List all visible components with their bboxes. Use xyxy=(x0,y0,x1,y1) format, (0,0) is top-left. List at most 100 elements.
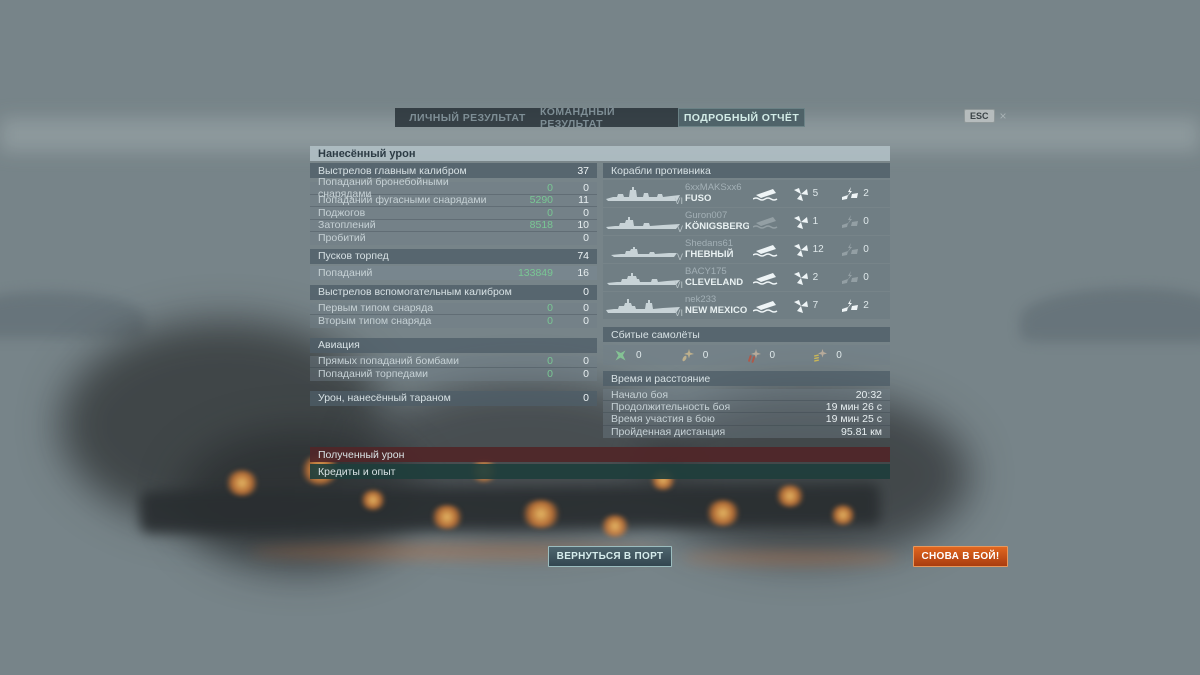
section-total: 74 xyxy=(577,250,589,262)
damage-dealt-header: Нанесённый урон xyxy=(310,146,890,161)
shell-hits-icon xyxy=(793,187,808,201)
ship-silhouette-box: VI xyxy=(605,182,685,206)
ship-names: nek233 NEW MEXICO xyxy=(685,295,749,317)
fire-glow xyxy=(520,500,562,528)
fighter-counter: 0 xyxy=(613,348,680,363)
section-main-battery: Выстрелов главным калибром 37 xyxy=(310,163,597,178)
hits-count: 5 xyxy=(812,188,819,199)
fire-glow xyxy=(830,505,856,525)
torpedo-bomber-icon xyxy=(747,348,761,363)
fires-indicator: 2 xyxy=(841,298,886,313)
stat-count: 0 xyxy=(583,232,589,245)
enemy-player-name: nek233 xyxy=(685,294,717,305)
planes-shot-down-header: Сбитые самолёты xyxy=(603,327,890,342)
tab-detailed-report[interactable]: ПОДРОБНЫЙ ОТЧЁТ xyxy=(678,108,805,127)
credits-xp-label: Кредиты и опыт xyxy=(318,465,396,478)
battleship-silhouette-icon xyxy=(606,298,680,313)
fire-glow xyxy=(705,500,741,526)
result-tabs: ЛИЧНЫЙ РЕЗУЛЬТАТ КОМАНДНЫЙ РЕЗУЛЬТАТ ПОД… xyxy=(395,106,805,130)
hits-indicator: 5 xyxy=(793,186,842,202)
stat-damage: 0 xyxy=(547,302,553,315)
close-icon[interactable]: × xyxy=(999,109,1007,123)
enemy-ships-header: Корабли противника xyxy=(603,163,890,178)
stat-damage: 0 xyxy=(547,181,553,194)
island-right xyxy=(1020,288,1200,342)
ship-silhouette-box: V xyxy=(605,210,685,234)
stat-damage: 5290 xyxy=(529,194,553,207)
section-label: Урон, нанесённый тараном xyxy=(318,392,451,404)
stat-label: Попаданий фугасными снарядами xyxy=(318,194,487,207)
cruiser-silhouette-icon xyxy=(607,272,680,285)
attack-plane-counter: 0 xyxy=(813,348,880,363)
time-label: Начало боя xyxy=(611,388,669,401)
stat-damage: 0 xyxy=(547,368,553,381)
stat-count: 0 xyxy=(583,315,589,328)
torpedo-bomber-counter: 0 xyxy=(747,348,814,363)
hits-count: 1 xyxy=(812,216,819,227)
sunk-indicator xyxy=(753,215,787,229)
enemy-ship-row: V Shedans61 ГНЕВНЫЙ 12 0 xyxy=(603,236,890,263)
fire-glow xyxy=(360,490,386,510)
stat-damage: 0 xyxy=(547,315,553,328)
stat-label: Прямых попаданий бомбами xyxy=(318,355,460,368)
attack-plane-count: 0 xyxy=(836,349,842,361)
fire-glow xyxy=(225,470,259,496)
stat-label: Поджогов xyxy=(318,206,366,219)
stat-count: 0 xyxy=(583,368,589,381)
enemy-ship-name: KÖNIGSBERG xyxy=(685,220,749,232)
ship-silhouette-box: VI xyxy=(605,294,685,318)
time-row: Начало боя 20:32 xyxy=(603,388,890,402)
ship-names: Shedans61 ГНЕВНЫЙ xyxy=(685,239,749,261)
water-fire-reflection xyxy=(680,552,900,564)
stat-count: 10 xyxy=(577,219,589,232)
battle-again-button[interactable]: СНОВА В БОЙ! xyxy=(913,546,1008,567)
ship-names: BACY175 CLEVELAND xyxy=(685,267,749,289)
tab-team-result[interactable]: КОМАНДНЫЙ РЕЗУЛЬТАТ xyxy=(540,106,678,130)
tab-personal-result[interactable]: ЛИЧНЫЙ РЕЗУЛЬТАТ xyxy=(395,108,540,127)
enemy-player-name: 6xxMAKSxx6 xyxy=(685,182,742,193)
stat-damage: 8518 xyxy=(529,219,553,232)
stat-label: Затоплений xyxy=(318,219,376,232)
fires-count: 0 xyxy=(863,272,869,283)
damage-dealt-panel: Выстрелов главным калибром 37 Попаданий … xyxy=(310,163,597,406)
battleship-silhouette-icon xyxy=(606,186,680,201)
hits-count: 7 xyxy=(812,300,819,311)
stat-row: Попаданий торпедами 0 0 xyxy=(310,368,597,381)
fires-floods-icon xyxy=(842,242,859,256)
ship-names: 6xxMAKSxx6 FUSO xyxy=(685,183,749,205)
stat-label: Попаданий торпедами xyxy=(318,368,429,381)
ship-silhouette-box: V xyxy=(605,238,685,262)
credits-xp-section[interactable]: Кредиты и опыт xyxy=(310,464,890,479)
fires-indicator: 2 xyxy=(841,186,886,201)
enemy-ship-name: NEW MEXICO xyxy=(685,304,748,316)
dive-bomber-icon xyxy=(682,348,694,361)
damage-received-section[interactable]: Полученный урон xyxy=(310,447,890,462)
section-label: Пусков торпед xyxy=(318,250,389,262)
fires-indicator: 0 xyxy=(841,270,886,285)
dive-bomber-count: 0 xyxy=(702,349,709,361)
damage-dealt-title: Нанесённый урон xyxy=(318,147,416,160)
ship-sunk-icon xyxy=(753,272,778,285)
fires-count: 2 xyxy=(863,300,869,311)
enemy-ship-row: VI nek233 NEW MEXICO 7 2 xyxy=(603,292,890,319)
ship-tier: VI xyxy=(674,279,683,290)
hits-indicator: 1 xyxy=(793,214,842,230)
fires-indicator: 0 xyxy=(841,214,886,229)
esc-key-label: ESC xyxy=(964,109,995,123)
sunk-indicator xyxy=(753,271,787,285)
ship-tier: VI xyxy=(674,195,683,206)
hits-indicator: 2 xyxy=(793,270,842,286)
enemy-ship-name: FUSO xyxy=(685,192,712,204)
enemy-ship-row: VI 6xxMAKSxx6 FUSO 5 2 xyxy=(603,180,890,207)
dive-bomber-counter: 0 xyxy=(680,348,747,363)
stat-label: Попаданий xyxy=(318,266,373,279)
section-torpedoes: Пусков торпед 74 xyxy=(310,248,597,264)
aviation-rows: Прямых попаданий бомбами 0 0 Попаданий т… xyxy=(310,355,597,381)
section-secondary-battery: Выстрелов вспомогательным калибром 0 xyxy=(310,284,597,300)
planes-counters: 0 0 0 0 xyxy=(603,345,890,365)
enemy-player-name: BACY175 xyxy=(685,266,727,277)
ship-tier: V xyxy=(676,223,683,234)
return-to-port-button[interactable]: ВЕРНУТЬСЯ В ПОРТ xyxy=(548,546,672,567)
ship-tier: VI xyxy=(674,307,683,318)
stat-row: Попаданий фугасными снарядами 5290 11 xyxy=(310,194,597,207)
